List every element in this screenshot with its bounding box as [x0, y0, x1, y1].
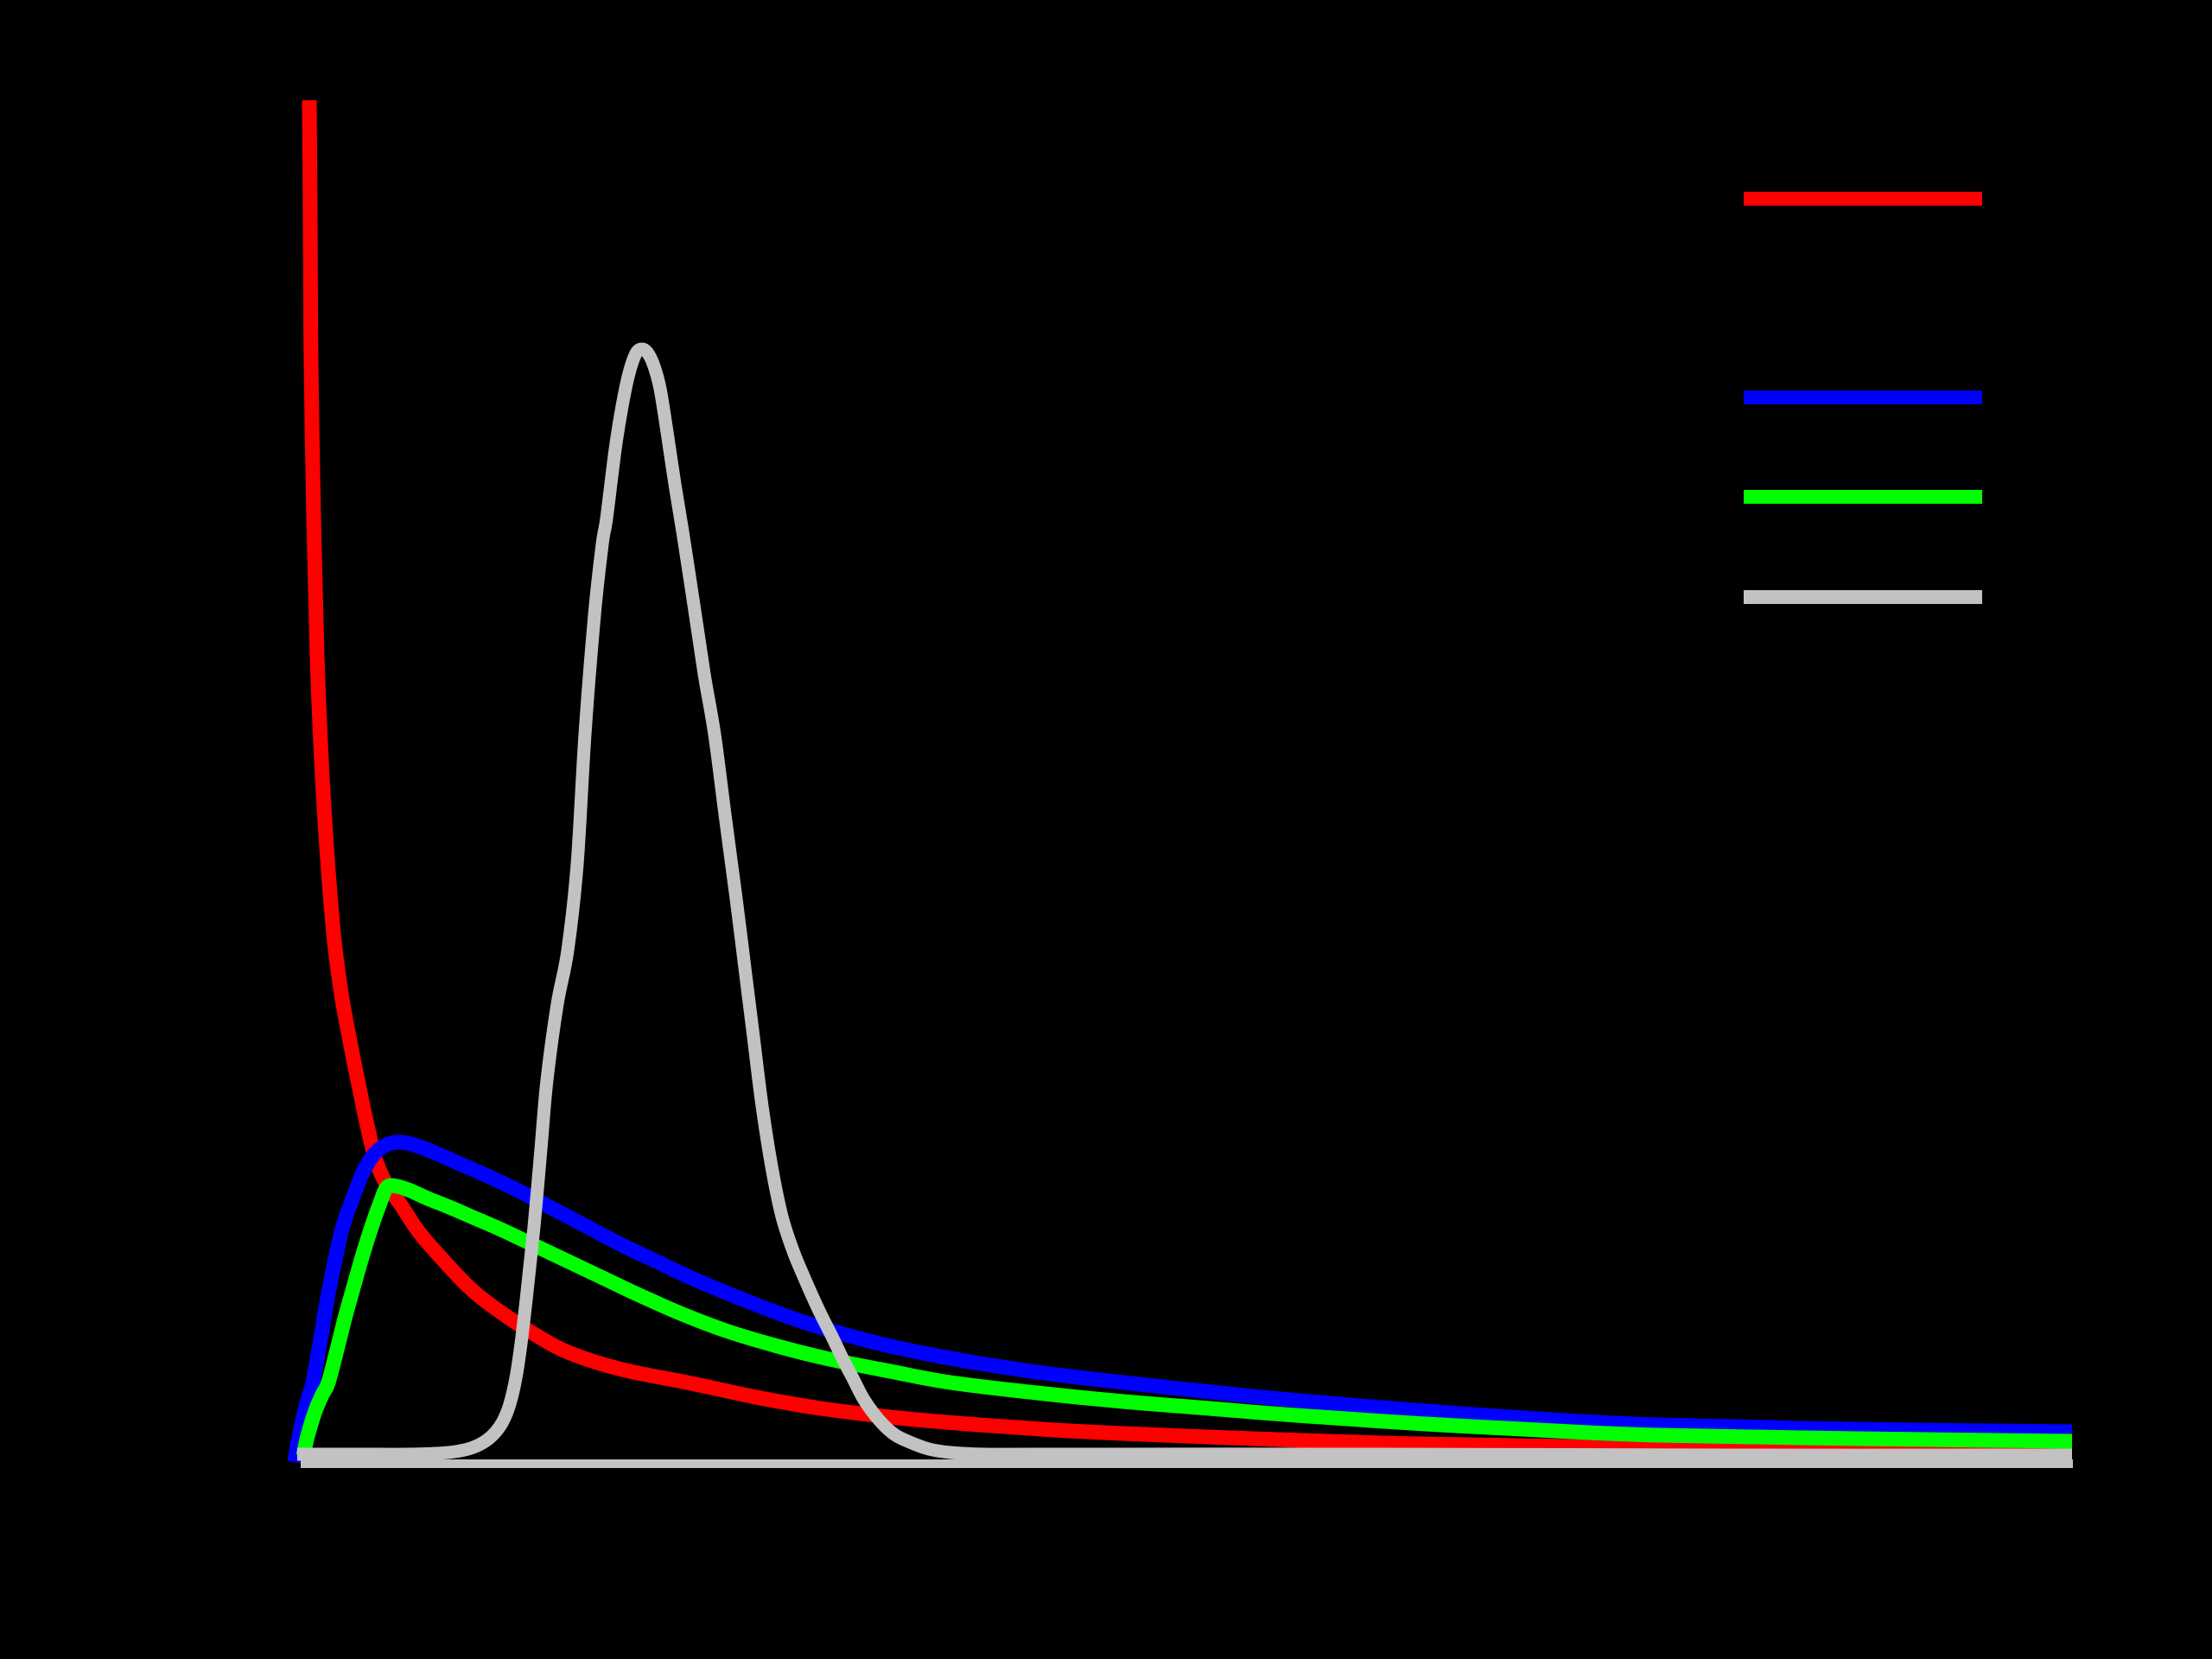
green-curve — [296, 1178, 2073, 1458]
gray-bell-curve — [297, 342, 2073, 1462]
red-curve — [302, 99, 2073, 1460]
blue-curve — [287, 1135, 2073, 1464]
